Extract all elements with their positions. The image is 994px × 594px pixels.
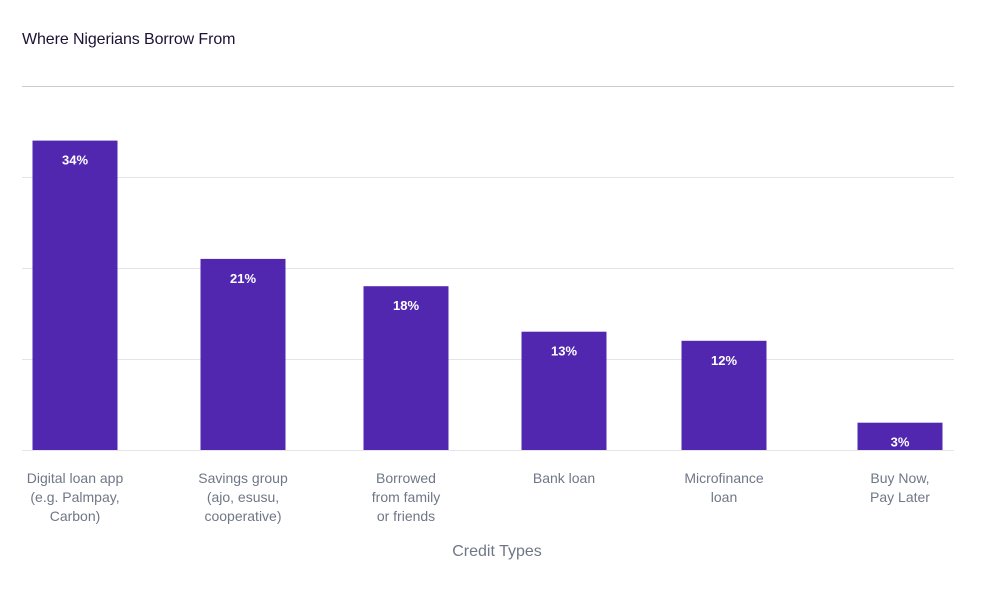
category-tick-label: Savings group (ajo, esusu, cooperative) (198, 470, 288, 524)
category-tick-line: Microfinance (684, 470, 764, 486)
category-tick-line: (ajo, esusu, (207, 489, 279, 505)
bar (32, 140, 118, 450)
bars (32, 140, 943, 450)
bar-value-label: 34% (62, 153, 88, 168)
category-tick-line: Savings group (198, 470, 288, 486)
category-tick-line: Buy Now, (870, 470, 929, 486)
bar-value-label: 12% (711, 353, 737, 368)
category-tick-line: Pay Later (870, 489, 930, 505)
value-labels: 34% 21% 18% 13% 12% 3% (62, 153, 910, 450)
category-tick-line: Borrowed (376, 470, 436, 486)
category-tick-line: or friends (377, 508, 435, 524)
bar-value-label: 3% (891, 435, 910, 450)
category-tick-line: cooperative) (204, 508, 281, 524)
category-tick-label: Digital loan app (e.g. Palmpay, Carbon) (27, 470, 124, 524)
bar-value-label: 21% (230, 271, 256, 286)
category-tick-line: (e.g. Palmpay, (30, 489, 119, 505)
grid-lines (22, 86, 954, 451)
category-tick-line: from family (372, 489, 440, 505)
category-tick-line: loan (711, 489, 737, 505)
category-tick-label: Bank loan (533, 470, 595, 486)
category-tick-label: Microfinance loan (684, 470, 764, 505)
bar (857, 422, 943, 450)
bar-value-label: 18% (393, 298, 419, 313)
bar (521, 331, 607, 450)
category-tick-line: Carbon) (50, 508, 101, 524)
category-tick-labels: Digital loan app (e.g. Palmpay, Carbon) Sav… (27, 470, 931, 524)
category-tick-line: Bank loan (533, 470, 595, 486)
x-axis-title: Credit Types (452, 543, 542, 560)
category-tick-label: Borrowed from family or friends (372, 470, 440, 524)
bar (681, 340, 767, 450)
chart-title: Where Nigerians Borrow From (22, 31, 236, 48)
category-tick-line: Digital loan app (27, 470, 124, 486)
bar (363, 286, 449, 450)
category-tick-label: Buy Now, Pay Later (870, 470, 930, 505)
bar-value-label: 13% (551, 344, 577, 359)
bar (200, 258, 286, 450)
